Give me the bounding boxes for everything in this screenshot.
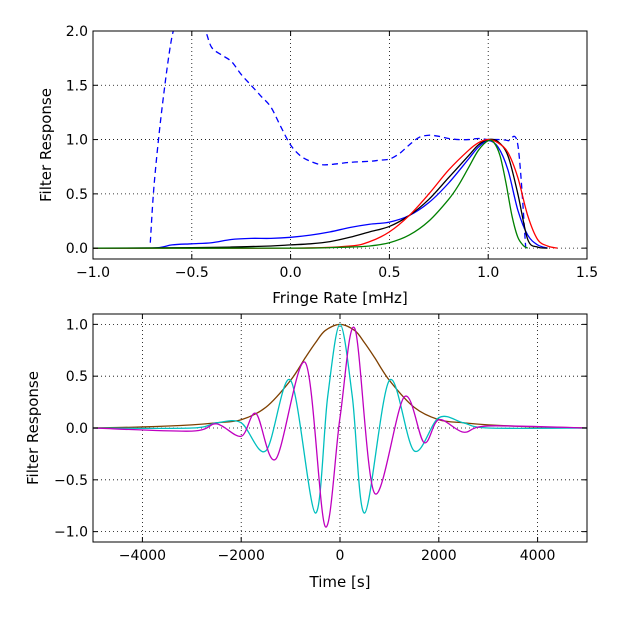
x-tick-label: 0.0 bbox=[279, 265, 301, 281]
ticks: −4000 −2000 0 2000 4000 −1.0 −0.5 0.0 0.5 1.0 bbox=[54, 314, 587, 564]
x-tick-label: 4000 bbox=[520, 548, 556, 564]
time-domain-chart: −4000 −2000 0 2000 4000 −1.0 −0.5 0.0 0.5 1.0 Tim… bbox=[24, 313, 588, 591]
x-tick-label: 0 bbox=[336, 548, 345, 564]
y-tick-label: −1.0 bbox=[54, 525, 88, 541]
series-line-blue-dashed bbox=[149, 31, 527, 249]
y-axis-label: Filter Response bbox=[37, 88, 55, 202]
y-tick-label: 1.5 bbox=[66, 78, 88, 94]
y-tick-label: 0.5 bbox=[66, 369, 88, 385]
y-tick-label: 2.0 bbox=[66, 24, 88, 40]
plot-frame bbox=[92, 30, 588, 260]
series-line-magenta bbox=[93, 326, 587, 528]
y-tick-label: 0.5 bbox=[66, 187, 88, 203]
x-tick-label: −4000 bbox=[119, 548, 166, 564]
x-tick-label: 1.0 bbox=[477, 265, 499, 281]
series-line-green bbox=[93, 139, 529, 249]
x-tick-label: −1.0 bbox=[76, 265, 110, 281]
series-line-red bbox=[93, 138, 558, 249]
y-tick-label: 0.0 bbox=[66, 241, 88, 257]
series-line-blue-solid bbox=[93, 140, 548, 250]
y-tick-label: 1.0 bbox=[66, 317, 88, 333]
ticks: −1.0 −0.5 0.0 0.5 1.0 1.5 0.0 0.5 1.0 1.5 2.0 bbox=[66, 24, 598, 281]
x-tick-label: −0.5 bbox=[175, 265, 209, 281]
y-tick-label: −0.5 bbox=[54, 473, 88, 489]
x-tick-label: 2000 bbox=[421, 548, 457, 564]
series-group bbox=[93, 323, 587, 528]
series-line-cyan bbox=[93, 323, 587, 514]
series-group bbox=[93, 31, 558, 250]
x-axis-label: Time [s] bbox=[309, 573, 371, 591]
x-tick-label: 1.5 bbox=[576, 265, 598, 281]
plot-area bbox=[93, 31, 587, 259]
y-tick-label: 1.0 bbox=[66, 133, 88, 149]
x-axis-label: Fringe Rate [mHz] bbox=[272, 289, 408, 307]
series-line-black bbox=[93, 138, 548, 249]
y-tick-label: 0.0 bbox=[66, 421, 88, 437]
x-tick-label: 0.5 bbox=[378, 265, 400, 281]
x-tick-label: −2000 bbox=[218, 548, 265, 564]
fringe-rate-chart: −1.0 −0.5 0.0 0.5 1.0 1.5 0.0 0.5 1.0 1.5 2.0 Frin… bbox=[37, 24, 598, 307]
y-axis-label: Filter Response bbox=[24, 371, 42, 485]
